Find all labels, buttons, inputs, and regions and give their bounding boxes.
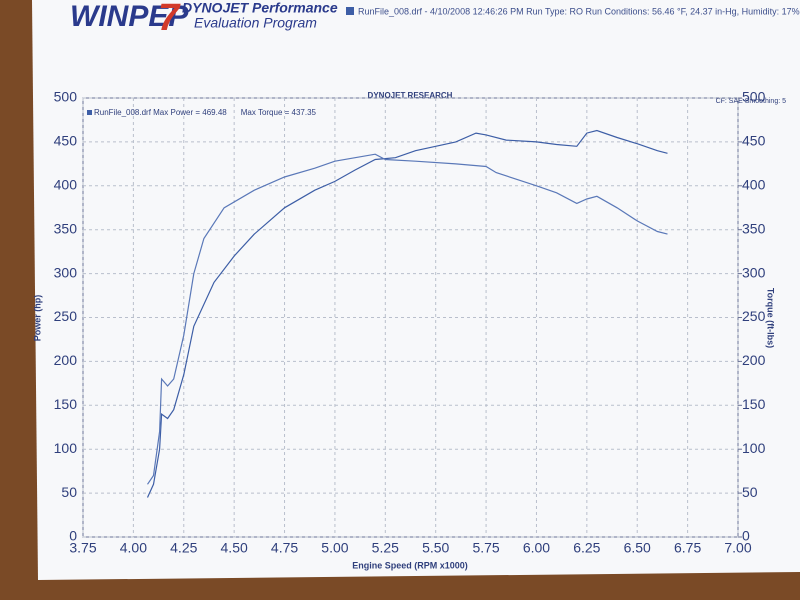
x-tick-label: 4.00 <box>120 540 147 556</box>
legend-swatch <box>87 110 92 115</box>
x-tick-label: 5.25 <box>372 540 399 556</box>
x-tick-label: 4.50 <box>221 540 248 556</box>
logo-mark: 7 <box>158 0 181 39</box>
y2-axis-label: Torque (ft-lbs) <box>766 288 776 348</box>
y-tick-label: 200 <box>54 352 78 368</box>
corner-note: CF: SAE Smoothing: 5 <box>716 98 787 105</box>
series-line <box>147 153 668 485</box>
x-tick-label: 4.25 <box>170 540 197 556</box>
legend-entry: RunFile_008.drf Max Power = 469.48 <box>94 108 227 117</box>
x-tick-label: 6.00 <box>523 540 550 556</box>
y2-tick-label: 250 <box>742 308 766 324</box>
y2-tick-label: 100 <box>742 440 766 456</box>
x-tick-label: 5.00 <box>321 540 348 556</box>
y-tick-label: 400 <box>54 177 78 193</box>
x-axis-label: Engine Speed (RPM x1000) <box>352 560 468 570</box>
y2-tick-label: 150 <box>742 396 766 412</box>
y2-tick-label: 0 <box>742 528 750 544</box>
y-axis-label: Power (hp) <box>32 295 42 342</box>
y-tick-label: 250 <box>54 308 78 324</box>
paper <box>32 0 800 580</box>
x-tick-label: 7.00 <box>724 540 751 556</box>
brand-title: DYNOJET Performance <box>182 0 338 16</box>
y2-tick-label: 350 <box>742 220 766 236</box>
y-tick-label: 500 <box>54 89 78 105</box>
x-tick-label: 4.75 <box>271 540 298 556</box>
y2-tick-label: 500 <box>742 89 766 105</box>
x-tick-label: 6.75 <box>674 540 701 556</box>
y2-tick-label: 200 <box>742 352 766 368</box>
y-tick-label: 350 <box>54 220 78 236</box>
logo: WINPEP <box>70 0 189 33</box>
x-tick-label: 6.25 <box>573 540 600 556</box>
x-tick-label: 5.75 <box>472 540 499 556</box>
y-tick-label: 300 <box>54 264 78 280</box>
y2-tick-label: 300 <box>742 264 766 280</box>
x-tick-label: 6.50 <box>624 540 651 556</box>
y-tick-label: 150 <box>54 396 78 412</box>
y-tick-label: 450 <box>54 133 78 149</box>
x-tick-label: 3.75 <box>69 540 96 556</box>
y-tick-label: 100 <box>54 440 78 456</box>
x-tick-label: 5.50 <box>422 540 449 556</box>
chart-title: DYNOJET RESEARCH <box>368 91 453 100</box>
y2-tick-label: 50 <box>742 484 758 500</box>
run-info: RunFile_008.drf - 4/10/2008 12:46:26 PM … <box>358 6 800 16</box>
y-tick-label: 0 <box>69 528 77 544</box>
legend-entry: Max Torque = 437.35 <box>241 108 317 117</box>
y-tick-label: 50 <box>61 484 77 500</box>
brand-subtitle: Evaluation Program <box>194 15 317 31</box>
run-icon <box>346 7 354 15</box>
series-line <box>146 129 668 498</box>
y2-tick-label: 400 <box>742 177 766 193</box>
y2-tick-label: 450 <box>742 133 766 149</box>
